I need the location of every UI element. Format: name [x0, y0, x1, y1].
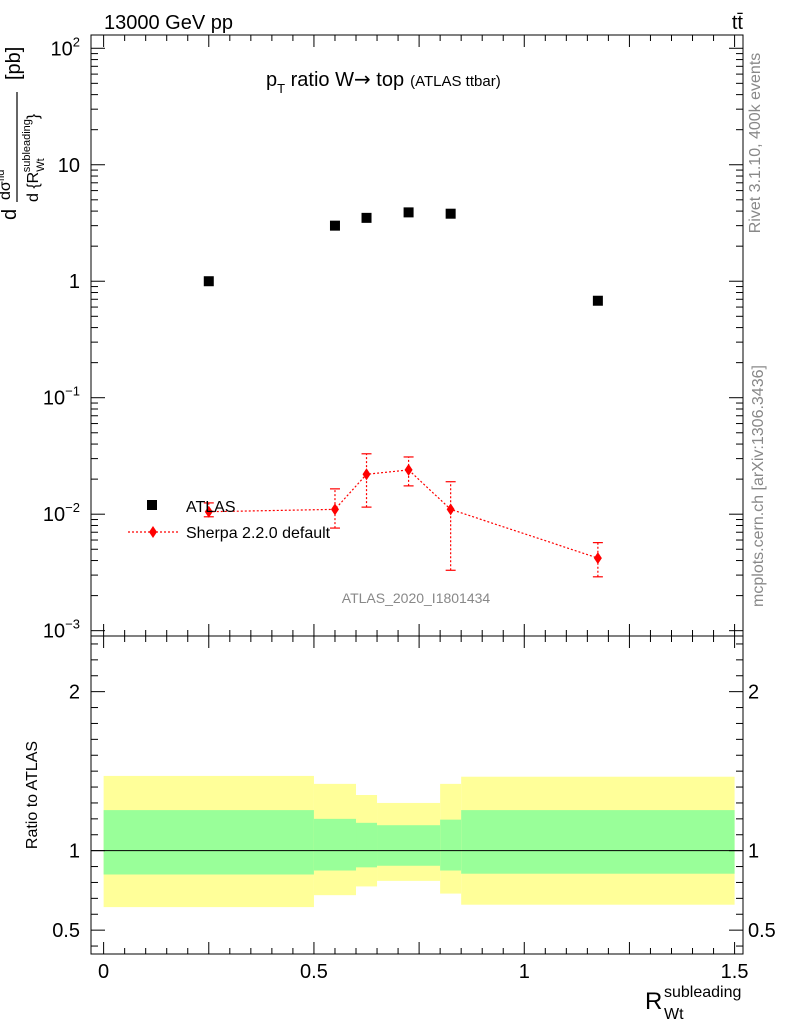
main-data [203, 207, 603, 578]
legend: ATLAS Sherpa 2.2.0 default [128, 499, 331, 542]
main-y-tick-label: 102 [51, 34, 80, 60]
ylabel-d-1: d [0, 209, 21, 220]
mcplots-label: mcplots.cern.ch [arXiv:1306.3436] [750, 365, 767, 607]
analysis-watermark: ATLAS_2020_I1801434 [342, 590, 491, 606]
main-frame [90, 34, 744, 637]
x-tick-label: 1.5 [721, 961, 749, 983]
ratio-y-ticks [91, 643, 743, 947]
ratio-frame [90, 635, 744, 955]
ratio-y-tick-label: 0.5 [52, 920, 80, 942]
inner-band-bin [103, 810, 314, 875]
x-label-sub: Wt [664, 1006, 684, 1023]
title-arrow: → [354, 67, 371, 91]
x-tick-label: 0 [98, 961, 109, 983]
legend-label-atlas: ATLAS [186, 499, 236, 516]
legend-marker-sherpa [149, 526, 157, 538]
atlas-point [203, 276, 214, 287]
main-y-tick-label: 10−2 [43, 500, 80, 526]
process-label: tt̄ [732, 12, 744, 34]
sherpa-line [208, 469, 599, 559]
chart-title: pT ratio W→ top (ATLAS ttbar) [266, 67, 501, 96]
title-after: top [371, 69, 404, 91]
ratio-y-tick-label-right: 0.5 [748, 920, 776, 942]
title-small: (ATLAS ttbar) [410, 73, 501, 90]
main-y-tick-labels: 10−3 10−2 10−1 1 10 102 [43, 34, 80, 642]
inner-band-bin [440, 819, 462, 871]
x-axis-label: R Wt subleading [645, 984, 741, 1023]
ratio-x-ticks [103, 636, 736, 954]
main-y-tick-label: 10−3 [43, 617, 80, 643]
sherpa-point [593, 552, 602, 565]
x-label-main: R [645, 988, 662, 1015]
ratio-y-label: Ratio to ATLAS [24, 741, 41, 849]
atlas-point [592, 295, 603, 306]
ylabel-unit: [pb] [3, 47, 25, 80]
atlas-point [329, 220, 340, 231]
main-y-label: d dσfid d {RWtsubleading} [pb] [0, 47, 47, 220]
ylabel-denominator: d {RWtsubleading} [21, 113, 47, 202]
sherpa-point [362, 468, 371, 481]
main-panel: 10−3 10−2 10−1 1 10 102 pT ratio W→ top (ATLAS… [0, 34, 744, 643]
ratio-y-tick-label-right: 2 [748, 682, 759, 704]
sherpa-point [404, 463, 413, 476]
ratio-y-tick-label: 2 [69, 682, 80, 704]
x-tick-label: 0.5 [300, 961, 328, 983]
inner-band-bin [461, 810, 735, 874]
main-y-ticks [91, 47, 743, 637]
x-tick-label: 1 [519, 961, 530, 983]
legend-marker-atlas [147, 500, 157, 510]
ratio-tick-labels: 0.5 0.5 1 1 2 2 0 0.5 1 1.5 [52, 682, 776, 983]
legend-label-sherpa: Sherpa 2.2.0 default [186, 525, 331, 542]
inner-band-bin [356, 822, 378, 868]
atlas-point [361, 212, 372, 223]
main-x-ticks [103, 35, 736, 636]
title-p: p [266, 69, 277, 91]
main-y-tick-label: 10 [58, 155, 80, 177]
atlas-point [403, 207, 414, 218]
main-y-tick-label: 10−1 [43, 384, 80, 410]
main-y-tick-label: 1 [69, 271, 80, 293]
title-main: ratio W [285, 69, 354, 91]
sherpa-point [330, 503, 339, 516]
inner-band-bin [313, 818, 357, 871]
ratio-bands [103, 775, 735, 908]
ratio-y-tick-label-right: 1 [748, 841, 759, 863]
rivet-label: Rivet 3.1.10, 400k events [747, 53, 764, 234]
sherpa-point [446, 503, 455, 516]
atlas-point [445, 208, 456, 219]
sherpa-point [204, 505, 213, 518]
ylabel-dsigma: dσfid [0, 170, 14, 200]
ratio-panel: 0.5 0.5 1 1 2 2 0 0.5 1 1.5 Ratio to ATLAS R Wt s… [24, 635, 776, 1023]
energy-label: 13000 GeV pp [104, 12, 233, 34]
ratio-y-tick-label: 1 [69, 841, 80, 863]
title-p-sub: T [277, 81, 285, 96]
inner-band-bin [377, 825, 441, 866]
x-label-sup: subleading [664, 984, 741, 1001]
